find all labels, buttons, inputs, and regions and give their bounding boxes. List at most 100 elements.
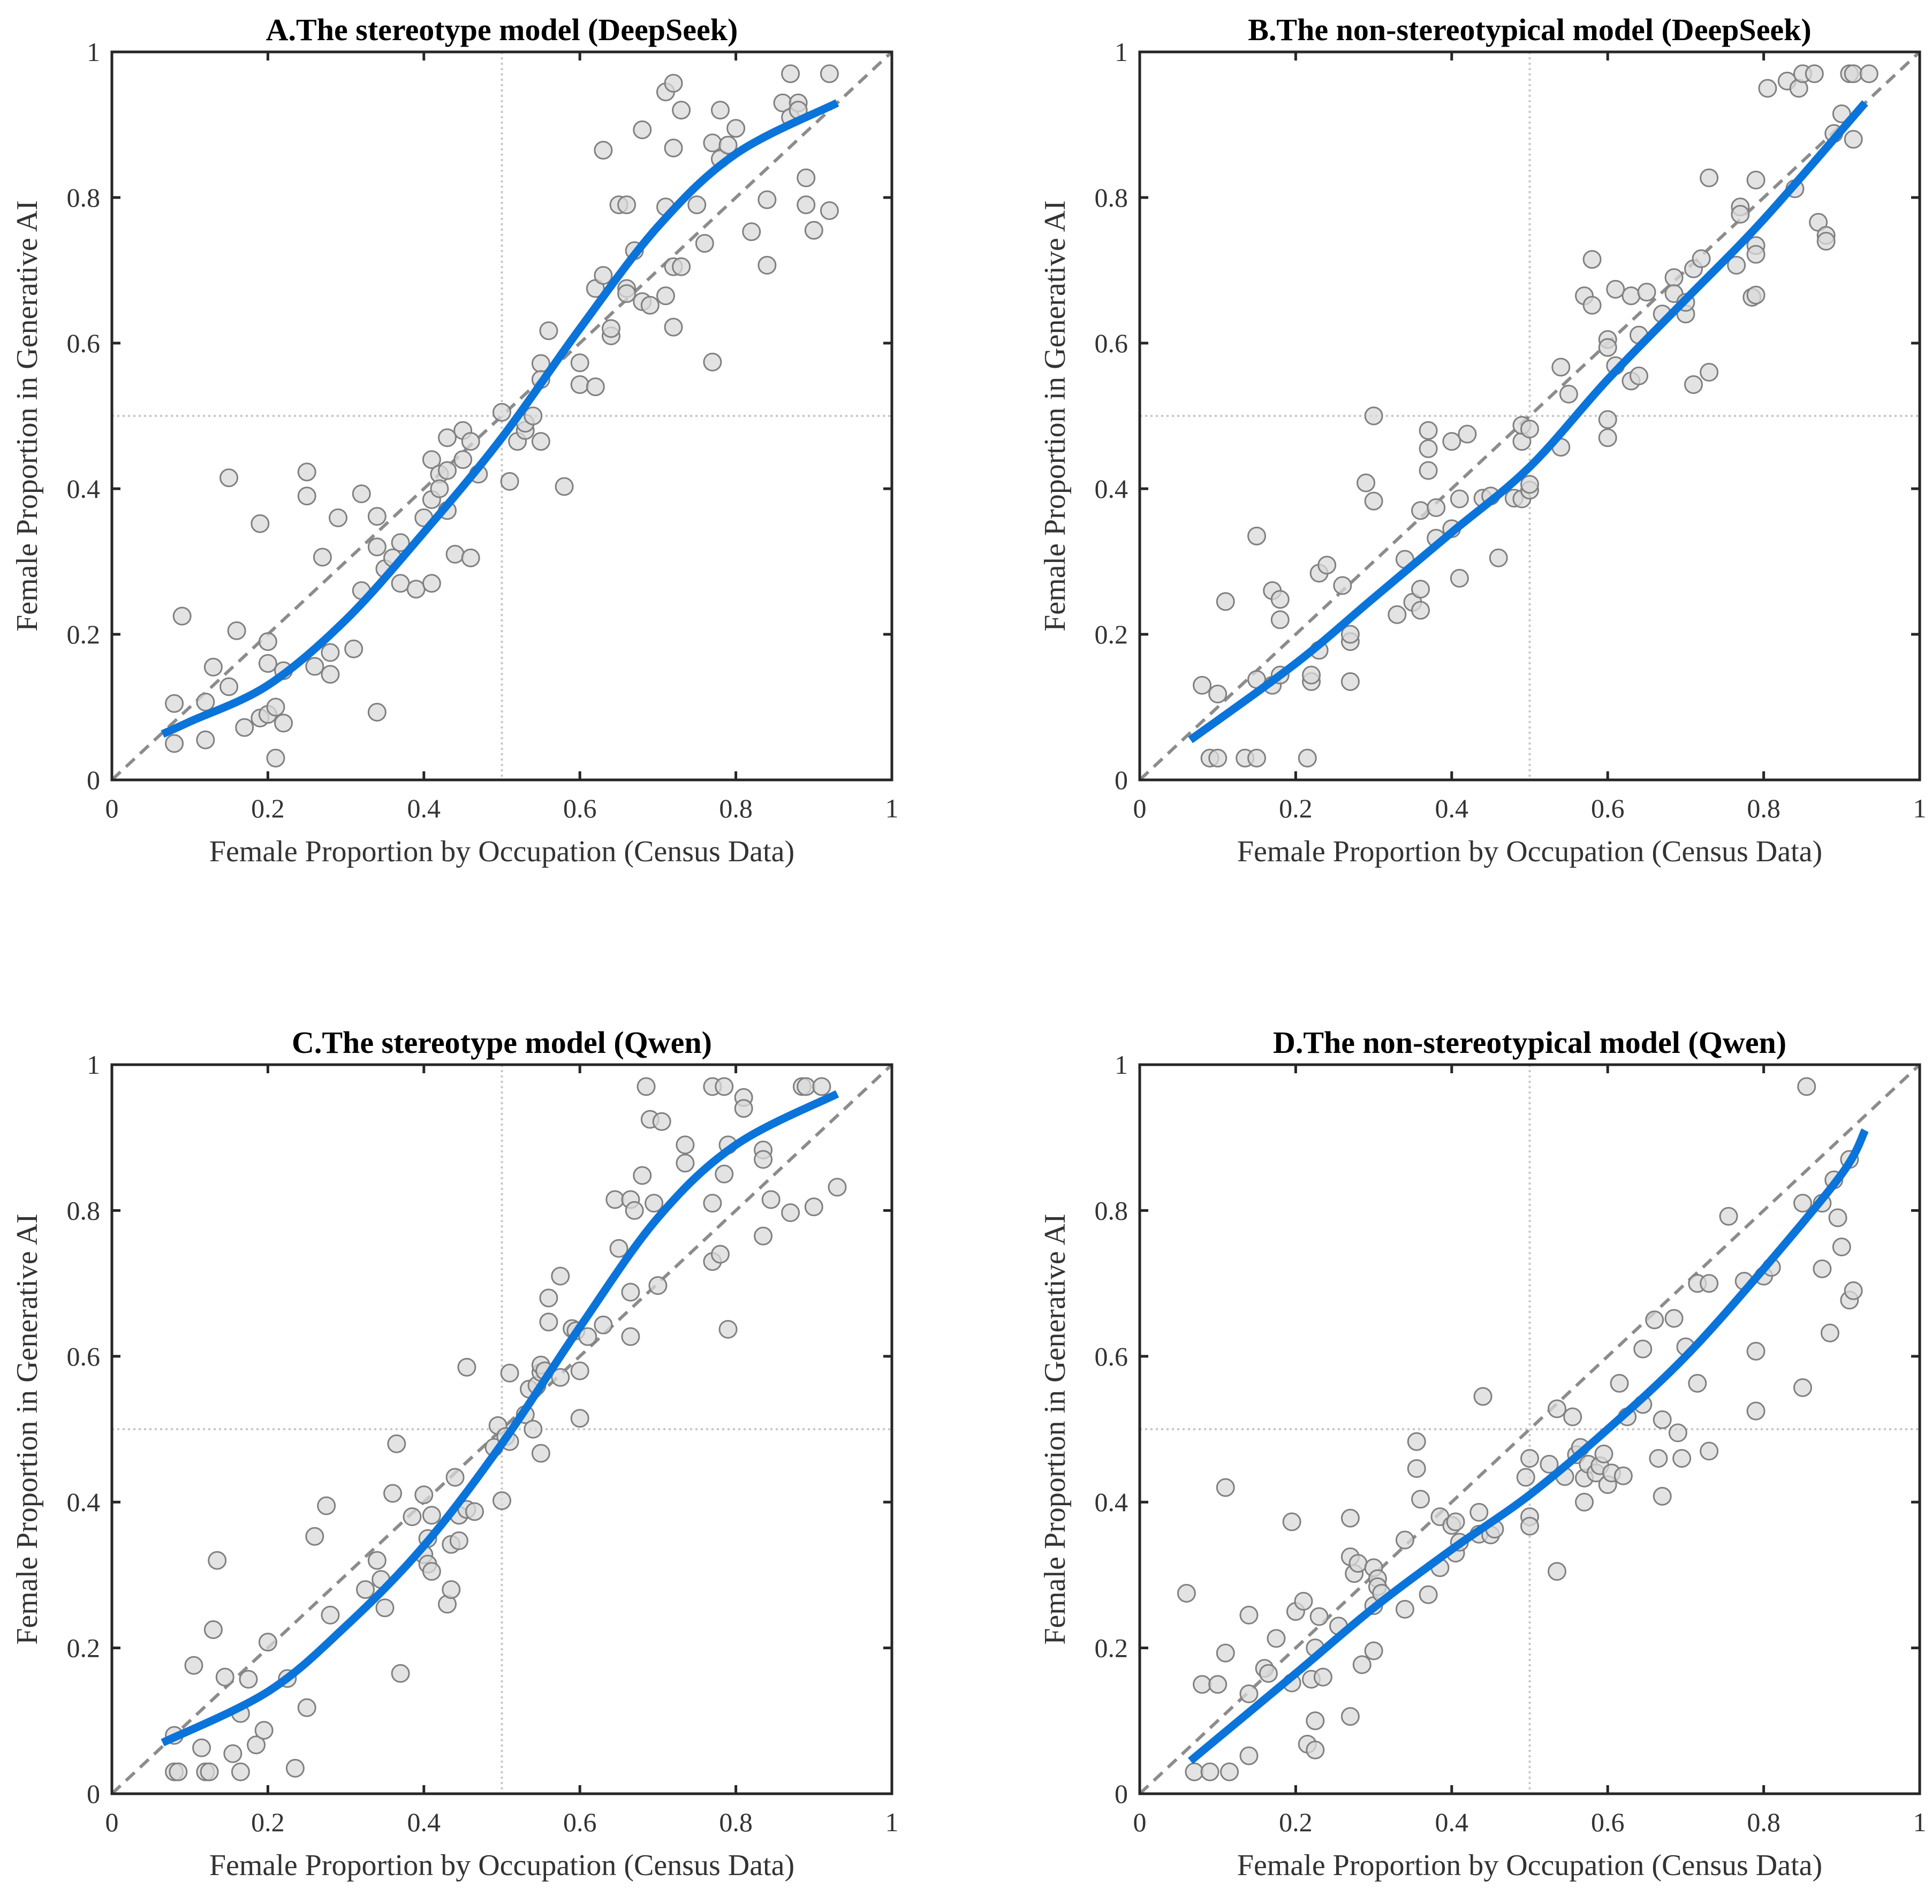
data-point — [422, 574, 441, 593]
data-point — [422, 1562, 441, 1581]
data-point — [781, 1203, 800, 1222]
data-point — [1442, 432, 1461, 451]
data-point — [586, 377, 605, 397]
data-point — [387, 1434, 406, 1453]
y-axis-label: Female Proportion in Generative AI — [1039, 200, 1072, 632]
x-tick-label: 0.6 — [1591, 793, 1625, 823]
data-point — [1247, 748, 1267, 768]
data-point — [1411, 501, 1430, 520]
data-point — [1458, 424, 1477, 444]
data-point — [227, 621, 246, 640]
data-point — [313, 548, 332, 567]
x-tick-label: 1 — [1913, 1807, 1927, 1837]
y-axis-label: Female Proportion in Generative AI — [11, 200, 44, 632]
data-point — [1450, 489, 1469, 509]
data-point — [664, 139, 683, 158]
data-point — [184, 1656, 203, 1675]
data-point — [465, 1502, 484, 1521]
data-point — [285, 1758, 305, 1778]
data-point — [695, 234, 714, 253]
data-point — [430, 479, 449, 498]
y-tick-label: 0 — [1115, 765, 1128, 795]
data-point — [297, 487, 316, 506]
data-point — [1395, 1530, 1414, 1550]
data-point — [625, 1201, 644, 1220]
data-point — [609, 1239, 628, 1258]
data-point — [266, 748, 285, 768]
data-point — [1746, 170, 1766, 189]
data-point — [1520, 1448, 1539, 1468]
data-point — [1610, 1374, 1629, 1393]
data-point — [422, 1506, 441, 1525]
data-point — [251, 514, 270, 533]
data-point — [551, 1266, 570, 1286]
y-tick-label: 0.6 — [67, 1341, 101, 1371]
data-point — [1177, 1583, 1196, 1603]
data-point — [1793, 1378, 1812, 1397]
axes-box — [1138, 1063, 1921, 1795]
data-point — [1294, 1591, 1313, 1611]
data-point — [1637, 283, 1656, 302]
data-point — [1450, 568, 1469, 588]
data-point — [438, 461, 457, 480]
data-point — [1664, 1309, 1684, 1328]
data-point — [761, 1190, 781, 1209]
data-point — [539, 1313, 558, 1332]
data-point — [297, 462, 316, 482]
data-point — [742, 222, 761, 241]
data-point — [383, 1484, 403, 1503]
data-point — [797, 1077, 816, 1096]
data-point — [500, 1363, 519, 1383]
y-tick-label: 0.2 — [1095, 1633, 1128, 1663]
data-point — [633, 120, 652, 140]
data-point — [1672, 1448, 1692, 1468]
data-point — [1340, 625, 1360, 644]
data-point — [804, 1197, 823, 1217]
data-point — [367, 507, 387, 526]
fit-curve — [1188, 100, 1868, 744]
x-tick-label: 0.8 — [719, 793, 753, 823]
data-point — [1645, 1310, 1664, 1330]
data-point — [672, 257, 691, 276]
x-axis-label: Female Proportion by Occupation (Census … — [1237, 1849, 1822, 1882]
chart-title: B.The non-stereotypical model (DeepSeek) — [1248, 12, 1812, 47]
x-tick-label: 0.4 — [407, 793, 441, 823]
data-point — [406, 580, 426, 599]
data-point — [1598, 428, 1617, 447]
data-point — [1407, 1432, 1426, 1451]
data-point — [633, 1166, 652, 1185]
data-point — [1582, 295, 1602, 315]
data-point — [1193, 676, 1212, 695]
data-point — [1333, 576, 1352, 595]
fit-curve — [1187, 1128, 1869, 1764]
data-point — [797, 168, 816, 187]
data-point — [239, 1670, 258, 1689]
data-point — [672, 101, 691, 120]
data-point — [1208, 1675, 1228, 1694]
data-point — [367, 703, 387, 722]
data-point — [1306, 1740, 1325, 1759]
data-point — [1267, 1629, 1286, 1648]
diagonal-reference-line — [110, 50, 893, 782]
data-point — [797, 195, 816, 215]
y-tick-label: 0 — [1115, 1779, 1128, 1809]
y-tick-label: 0.4 — [67, 474, 101, 504]
y-tick-label: 0.4 — [67, 1487, 101, 1517]
data-point — [1520, 419, 1539, 438]
data-point — [1411, 580, 1430, 599]
data-point — [321, 643, 340, 662]
data-point — [1407, 1459, 1426, 1478]
data-point — [570, 1361, 589, 1380]
data-point — [1551, 358, 1571, 377]
data-point — [617, 195, 637, 215]
data-point — [617, 284, 637, 304]
data-point — [1340, 1707, 1360, 1726]
data-point — [715, 1077, 734, 1096]
data-point — [664, 317, 683, 337]
data-point — [1446, 1512, 1465, 1531]
data-point — [403, 1507, 422, 1526]
data-point — [1208, 748, 1228, 768]
x-axis-label: Female Proportion by Occupation (Census … — [209, 835, 794, 868]
y-tick-label: 0.2 — [67, 619, 101, 649]
y-tick-label: 0 — [87, 765, 100, 795]
